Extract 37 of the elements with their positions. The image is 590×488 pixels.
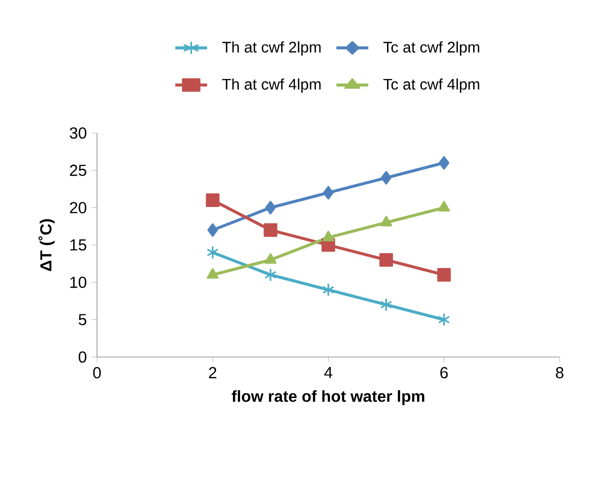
x-tick-label: 4: [324, 367, 332, 378]
y-tick-label: 0: [78, 351, 86, 363]
point: [265, 200, 276, 214]
point: [323, 186, 334, 200]
point: [438, 312, 450, 326]
point: [206, 193, 220, 207]
x-tick-label: 2: [209, 367, 216, 378]
point: [264, 268, 276, 282]
point: [380, 298, 392, 312]
y-tick-label: 25: [70, 164, 86, 176]
point: [206, 268, 219, 279]
point: [380, 170, 392, 185]
y-axis-title: ΔT (˚C): [38, 219, 55, 271]
point: [322, 230, 334, 242]
legend-label: Th at cwf 4lpm: [222, 78, 321, 93]
y-tick-label: 10: [70, 276, 86, 288]
legend-label: Tc at cwf 2lpm: [383, 41, 480, 56]
point: [438, 156, 450, 170]
point: [379, 253, 393, 267]
point: [380, 216, 392, 226]
point: [207, 223, 218, 237]
legend-label: Tc at cwf 4lpm: [383, 78, 480, 93]
x-tick-label: 6: [440, 367, 448, 378]
y-tick-label: 30: [70, 127, 86, 139]
y-tick-label: 15: [70, 239, 86, 251]
point: [322, 282, 334, 297]
point: [264, 253, 276, 264]
x-tick-label: 0: [93, 367, 101, 378]
x-axis-title: flow rate of hot water lpm: [232, 390, 424, 406]
point: [206, 246, 219, 260]
y-tick-label: 20: [70, 202, 86, 214]
legend-label: Th at cwf 2lpm: [222, 41, 321, 56]
point: [437, 268, 451, 282]
point: [438, 200, 450, 212]
y-tick-label: 5: [78, 314, 86, 326]
point: [264, 223, 278, 237]
x-tick-label: 8: [556, 367, 564, 378]
